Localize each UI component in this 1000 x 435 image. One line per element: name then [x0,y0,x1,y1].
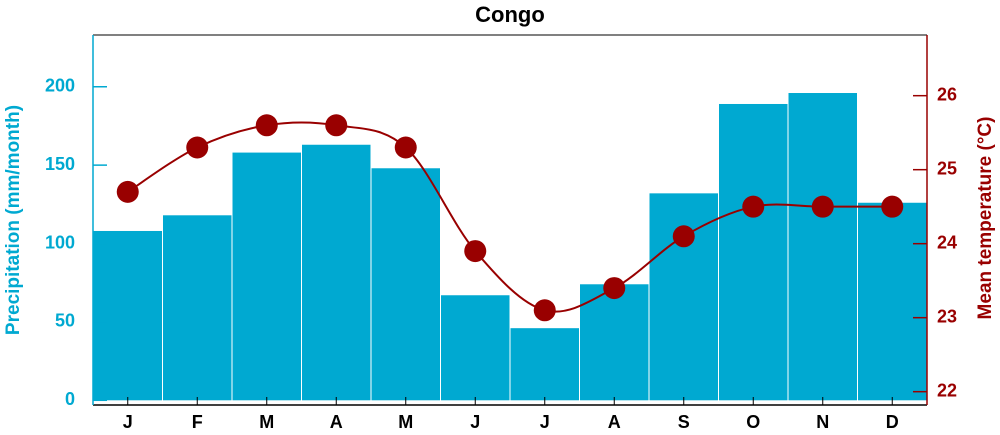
y2-tick-label: 25 [937,158,957,178]
temperature-marker [811,195,834,218]
x-tick-label: M [259,412,274,432]
y2-tick-label: 23 [937,306,957,326]
x-tick-label: A [330,412,343,432]
y-tick-label: 100 [45,232,75,252]
x-tick-label: N [816,412,829,432]
x-tick-label: F [192,412,203,432]
bar [719,103,788,401]
bar [302,144,371,401]
y-tick-label: 200 [45,75,75,95]
bar [371,168,440,401]
x-tick-label: M [398,412,413,432]
temperature-marker [533,299,556,322]
y2-tick-label: 24 [937,232,957,252]
y-tick-label: 150 [45,154,75,174]
bar [441,295,510,401]
x-tick-label: J [540,412,550,432]
x-tick-label: O [746,412,760,432]
y-tick-label: 50 [55,311,75,331]
bar [580,284,649,401]
bar [788,93,857,401]
y-axis-label: Precipitation (mm/month) [3,105,24,335]
y-tick-label: 0 [65,389,75,409]
temperature-marker [255,114,278,137]
x-tick-label: D [886,412,899,432]
bar [163,215,232,401]
temperature-marker [116,180,139,203]
temperature-marker [742,195,765,218]
bar [93,230,162,401]
temperature-marker [325,114,348,137]
temperature-marker [394,136,417,159]
bar [858,202,927,401]
temperature-marker [881,195,904,218]
x-tick-label: J [123,412,133,432]
temperature-marker [186,136,209,159]
chart-title: Congo [475,2,545,27]
temperature-marker [464,240,487,263]
x-tick-label: A [608,412,621,432]
y2-tick-label: 26 [937,84,957,104]
x-tick-label: J [470,412,480,432]
y2-axis-label: Mean temperature (°C) [975,117,996,320]
bar [232,152,301,401]
temperature-marker [672,225,695,248]
x-tick-label: S [678,412,690,432]
y2-tick-label: 22 [937,380,957,400]
bar [510,328,579,401]
temperature-marker [603,277,626,300]
